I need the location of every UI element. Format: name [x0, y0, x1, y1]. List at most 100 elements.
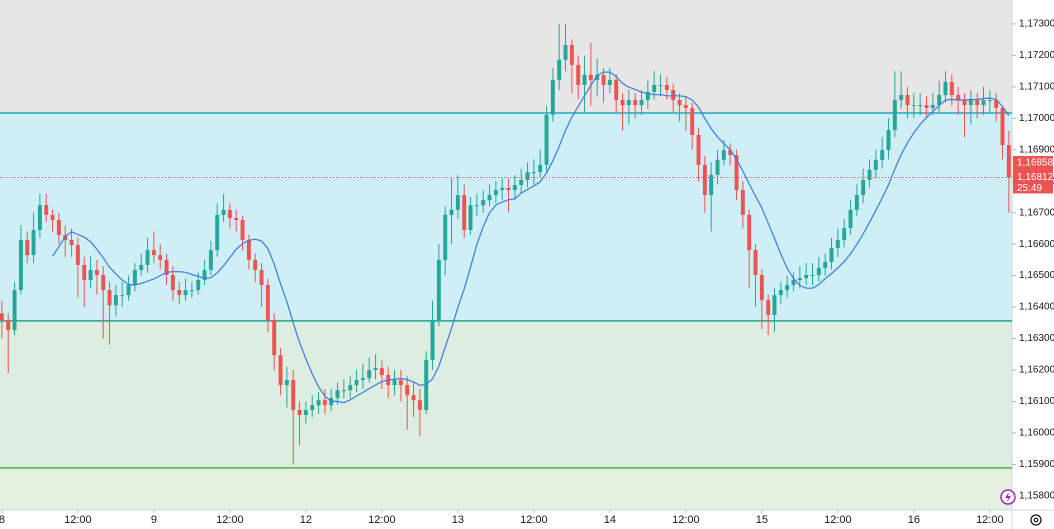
candle-body	[354, 380, 359, 386]
candle-body	[569, 44, 574, 65]
candle-body	[297, 409, 302, 415]
y-tick-label: 1,15900	[1019, 459, 1054, 470]
candle-body	[88, 269, 93, 281]
candle-body	[715, 159, 720, 175]
x-tick-label: 12:00	[368, 514, 396, 526]
zone	[0, 0, 1012, 113]
candle-body	[595, 74, 600, 80]
candle-body	[164, 259, 169, 275]
candle-body	[367, 369, 372, 379]
candle-body	[975, 100, 980, 106]
candle-body	[968, 100, 973, 106]
candle-body	[854, 195, 859, 210]
candle-body	[886, 129, 891, 151]
x-tick-label: 12:00	[216, 514, 244, 526]
candle-body	[126, 285, 131, 296]
candle-body	[227, 209, 232, 219]
candle-body	[620, 100, 625, 106]
candle-body	[1006, 145, 1011, 178]
candle-body	[835, 240, 840, 248]
candle-body	[468, 205, 473, 230]
candle-body	[924, 105, 929, 108]
candle-body	[44, 205, 49, 215]
candle-body	[1000, 107, 1005, 146]
candle-body	[189, 290, 194, 292]
candle-body	[734, 155, 739, 191]
x-tick-label: 12:00	[672, 514, 700, 526]
candle-body	[677, 100, 682, 106]
candle-body	[766, 300, 771, 315]
candle-body	[101, 274, 106, 291]
x-tick-label: 16	[908, 514, 920, 526]
candle-body	[107, 290, 112, 306]
y-tick-label: 1,16400	[1019, 302, 1054, 313]
candle-body	[645, 91, 650, 101]
zone	[0, 320, 1012, 468]
candle-body	[443, 214, 448, 260]
candle-body	[550, 79, 555, 115]
candle-body	[158, 255, 163, 260]
candle-body	[335, 390, 340, 398]
candle-body	[506, 187, 511, 191]
candle-body	[747, 214, 752, 251]
candle-body	[873, 159, 878, 170]
candle-body	[322, 400, 327, 406]
x-tick-label: 12:00	[824, 514, 852, 526]
candle-body	[797, 278, 802, 281]
candle-body	[75, 245, 80, 265]
y-tick-label: 1,16100	[1019, 396, 1054, 407]
candle-body	[588, 74, 593, 80]
candle-body	[538, 164, 543, 173]
x-tick-label: 12	[300, 514, 312, 526]
candle-body	[455, 195, 460, 210]
candle-body	[6, 319, 11, 331]
candle-body	[500, 187, 505, 191]
candle-body	[151, 250, 156, 256]
candle-body	[31, 229, 36, 256]
candle-body	[398, 380, 403, 386]
alert-icon[interactable]	[1000, 489, 1016, 505]
candle-body	[132, 269, 137, 286]
candle-body	[861, 179, 866, 196]
y-tick-label: 1,16300	[1019, 333, 1054, 344]
candle-body	[25, 240, 30, 256]
x-tick-label: 15	[756, 514, 768, 526]
candle-body	[519, 179, 524, 185]
candle-body	[702, 164, 707, 196]
candle-body	[392, 380, 397, 386]
y-tick-label: 1,17200	[1019, 50, 1054, 61]
candle-body	[582, 74, 587, 85]
x-tick-label: 12:00	[520, 514, 548, 526]
candle-body	[82, 264, 87, 281]
y-tick-label: 1,16900	[1019, 144, 1054, 155]
price-badge	[1013, 169, 1053, 194]
candle-body	[880, 150, 885, 160]
candle-body	[842, 228, 847, 241]
candle-body	[753, 250, 758, 275]
candle-body	[183, 290, 188, 296]
candle-body	[284, 380, 289, 386]
settings-icon[interactable]	[1030, 514, 1042, 526]
candle-body	[430, 319, 435, 360]
candle-body	[360, 378, 365, 381]
candle-body	[892, 100, 897, 130]
candle-body	[531, 172, 536, 174]
candle-body	[785, 285, 790, 291]
candle-body	[265, 285, 270, 320]
candle-body	[240, 219, 245, 241]
candle-body	[50, 214, 55, 220]
y-tick-label: 1,17000	[1019, 113, 1054, 124]
candle-body	[740, 190, 745, 215]
candle-body	[329, 397, 334, 406]
candle-body	[918, 105, 923, 107]
candle-body	[930, 105, 935, 108]
candle-body	[170, 274, 175, 291]
candle-body	[956, 95, 961, 101]
candle-body	[696, 134, 701, 165]
candle-body	[278, 355, 283, 386]
candle-body	[310, 405, 315, 410]
candle-body	[994, 100, 999, 108]
candle-body	[37, 205, 42, 230]
candle-body	[493, 190, 498, 196]
candle-body	[202, 269, 207, 281]
